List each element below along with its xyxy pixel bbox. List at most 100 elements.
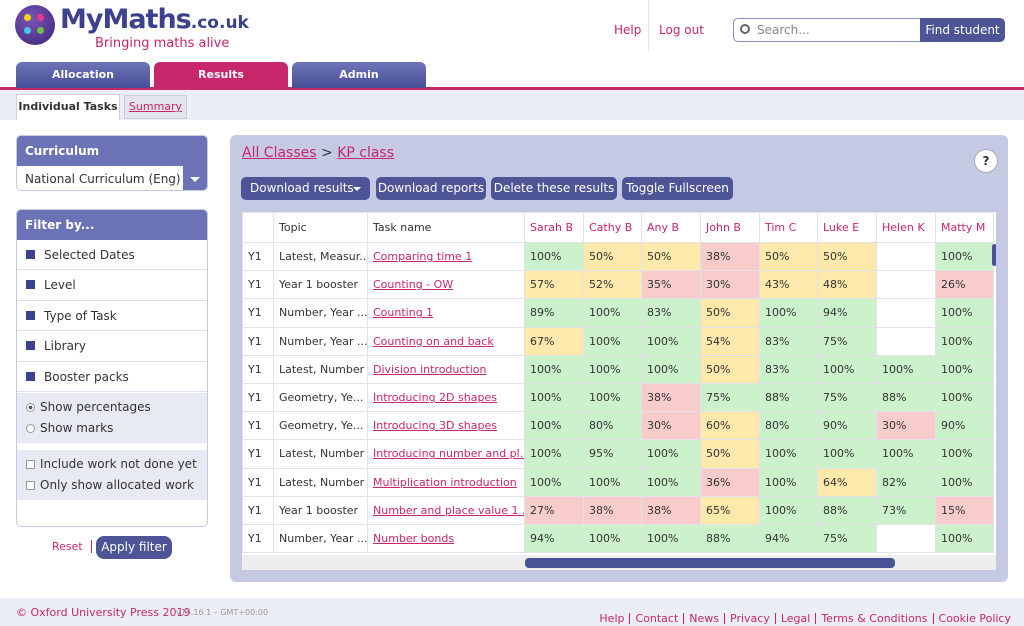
score-cell[interactable]: 100% (524, 411, 584, 441)
score-cell[interactable]: 94% (817, 298, 877, 328)
filter-item[interactable]: Type of Task (17, 301, 207, 332)
score-cell[interactable]: 83% (759, 326, 818, 356)
filter-item[interactable]: Level (17, 270, 207, 301)
search-box[interactable]: Search... (733, 18, 923, 42)
score-cell[interactable]: 94% (524, 523, 584, 554)
curriculum-select[interactable]: National Curriculum (Eng) (17, 166, 207, 190)
score-cell[interactable]: 94% (759, 523, 818, 554)
score-cell[interactable]: 75% (700, 382, 760, 413)
score-cell[interactable]: 100% (817, 439, 877, 469)
filter-item[interactable]: Booster packs (17, 362, 207, 392)
score-cell[interactable]: 100% (641, 354, 701, 384)
score-cell[interactable]: 30% (641, 411, 701, 441)
score-cell[interactable]: 100% (935, 326, 994, 356)
footer-link[interactable]: News (683, 613, 724, 624)
action-button[interactable]: Download results (241, 177, 370, 200)
apply-filter-button[interactable]: Apply filter (96, 536, 172, 559)
logout-link[interactable]: Log out (659, 23, 704, 37)
score-cell[interactable]: 100% (583, 298, 642, 328)
score-cell[interactable]: 100% (524, 241, 584, 272)
score-cell[interactable]: 100% (935, 523, 994, 554)
help-button[interactable]: ? (974, 149, 998, 173)
score-cell[interactable]: 100% (759, 495, 818, 525)
task-link[interactable]: Multiplication introduction (373, 475, 517, 489)
score-cell[interactable]: 27% (524, 495, 584, 525)
score-cell[interactable]: 88% (700, 523, 760, 554)
score-cell[interactable]: 26% (935, 270, 994, 300)
task-link[interactable]: Counting - OW (373, 278, 454, 292)
score-cell[interactable]: 57% (524, 270, 584, 300)
score-cell[interactable]: 100% (759, 298, 818, 328)
score-cell[interactable]: 100% (583, 354, 642, 384)
score-cell[interactable]: 65% (700, 495, 760, 525)
score-cell[interactable]: 90% (935, 411, 994, 441)
tab[interactable]: Results (154, 62, 288, 88)
help-link[interactable]: Help (614, 23, 642, 37)
score-cell[interactable]: 100% (641, 467, 701, 497)
column-header[interactable]: Sarah B (524, 212, 584, 243)
score-cell[interactable]: 100% (524, 354, 584, 384)
score-cell[interactable]: 54% (700, 326, 760, 356)
breadcrumb-link[interactable]: All Classes (242, 145, 317, 161)
score-cell[interactable]: 48% (817, 270, 877, 300)
score-cell[interactable]: 89% (524, 298, 584, 328)
task-link[interactable]: Number and place value 1 ... (373, 503, 525, 517)
radio-option[interactable]: Show marks (17, 418, 207, 439)
task-link[interactable]: Introducing 3D shapes (373, 419, 497, 433)
score-cell[interactable]: 30% (700, 270, 760, 300)
score-cell[interactable]: 30% (876, 411, 936, 441)
tab[interactable]: Admin (292, 62, 426, 88)
task-link[interactable]: Comparing time 1 (373, 250, 473, 264)
tab[interactable]: Allocation (16, 62, 150, 88)
score-cell[interactable]: 100% (583, 523, 642, 554)
score-cell[interactable]: 100% (935, 382, 994, 413)
score-cell[interactable]: 38% (641, 382, 701, 413)
score-cell[interactable]: 75% (817, 382, 877, 413)
task-link[interactable]: Division introduction (373, 362, 487, 376)
score-cell[interactable]: 83% (641, 298, 701, 328)
score-cell[interactable]: 100% (876, 354, 936, 384)
score-cell[interactable]: 50% (583, 241, 642, 272)
task-link[interactable]: Introducing number and pl... (373, 447, 525, 461)
task-link[interactable]: Number bonds (373, 531, 455, 545)
score-cell[interactable]: 100% (935, 439, 994, 469)
subtab[interactable]: Individual Tasks (16, 94, 120, 120)
score-cell[interactable]: 88% (876, 382, 936, 413)
score-cell[interactable]: 100% (524, 467, 584, 497)
checkbox-option[interactable]: Include work not done yet (17, 454, 207, 475)
score-cell[interactable]: 88% (759, 382, 818, 413)
score-cell[interactable]: 100% (935, 298, 994, 328)
score-cell[interactable]: 100% (583, 382, 642, 413)
score-cell[interactable]: 50% (700, 298, 760, 328)
score-cell[interactable]: 75% (817, 523, 877, 554)
score-cell[interactable]: 75% (817, 326, 877, 356)
score-cell[interactable]: 100% (641, 439, 701, 469)
column-header[interactable]: Cathy B (583, 212, 642, 243)
action-button[interactable]: Download reports (376, 177, 486, 200)
score-cell[interactable]: 38% (641, 495, 701, 525)
action-button[interactable]: Toggle Fullscreen (622, 177, 733, 200)
column-header[interactable]: Helen K (876, 212, 936, 243)
score-cell[interactable]: 100% (759, 439, 818, 469)
filter-item[interactable]: Selected Dates (17, 240, 207, 271)
score-cell[interactable]: 95% (583, 439, 642, 469)
reset-link[interactable]: Reset (52, 540, 92, 553)
score-cell[interactable]: 60% (700, 411, 760, 441)
score-cell[interactable]: 38% (700, 241, 760, 272)
action-button[interactable]: Delete these results (491, 177, 617, 200)
score-cell[interactable]: 80% (759, 411, 818, 441)
score-cell[interactable]: 100% (583, 326, 642, 356)
score-cell[interactable]: 100% (817, 354, 877, 384)
score-cell[interactable]: 88% (817, 495, 877, 525)
column-header[interactable]: John B (700, 212, 760, 243)
score-cell[interactable]: 100% (583, 467, 642, 497)
score-cell[interactable]: 100% (641, 523, 701, 554)
score-cell[interactable]: 100% (876, 439, 936, 469)
score-cell[interactable]: 67% (524, 326, 584, 356)
breadcrumb-link[interactable]: KP class (337, 145, 395, 161)
checkbox-option[interactable]: Only show allocated work (17, 475, 207, 496)
footer-link[interactable]: Help (599, 612, 625, 625)
task-link[interactable]: Introducing 2D shapes (373, 391, 497, 405)
score-cell[interactable]: 15% (935, 495, 994, 525)
score-cell[interactable]: 100% (524, 439, 584, 469)
